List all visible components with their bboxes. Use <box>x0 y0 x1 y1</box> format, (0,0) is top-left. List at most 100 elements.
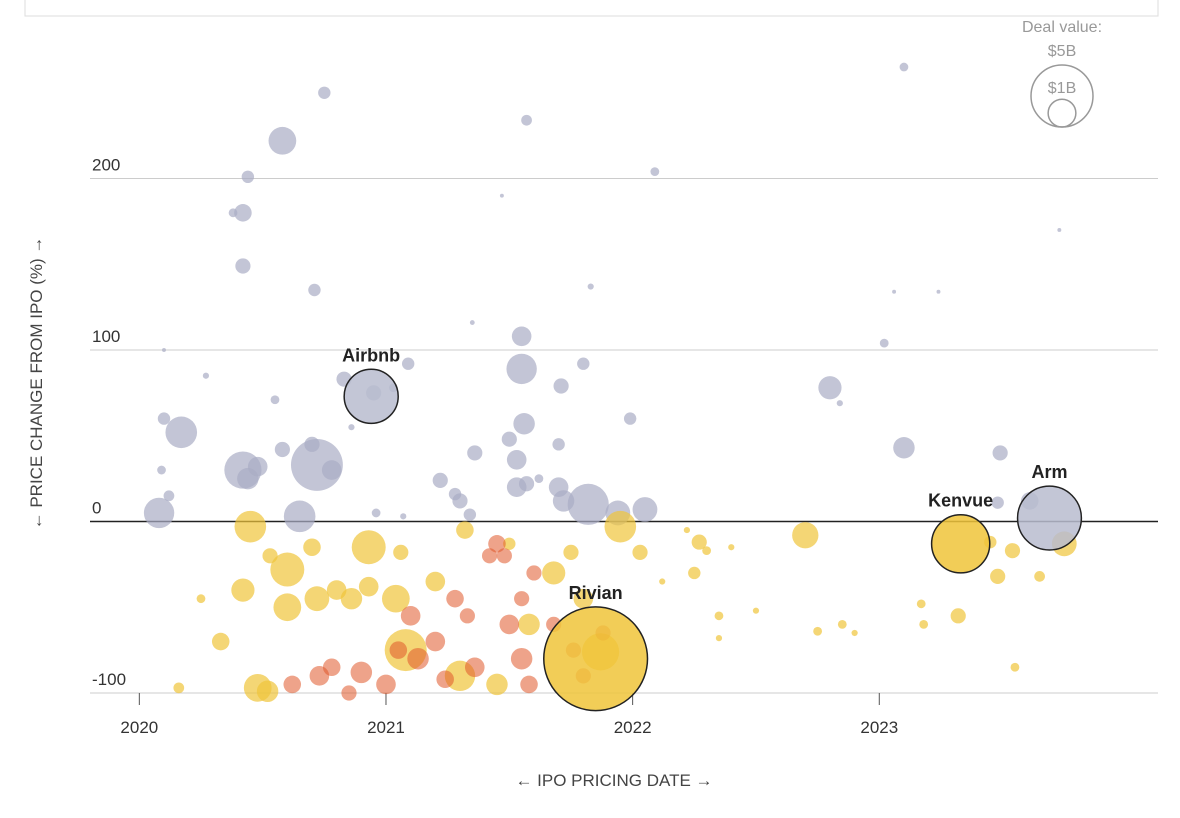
bubble <box>283 675 302 694</box>
bubble <box>393 544 409 560</box>
bubble <box>401 357 415 370</box>
bubble <box>499 193 504 198</box>
bubble <box>211 632 230 651</box>
size-legend-label: $1B <box>1048 80 1076 97</box>
y-tick-label: 100 <box>92 327 120 346</box>
x-tick-label: 2020 <box>120 718 158 737</box>
bubble <box>587 283 594 290</box>
annotation: Rivian <box>569 583 623 603</box>
bubble <box>632 497 658 522</box>
bubble <box>688 566 701 580</box>
bubble <box>518 476 535 492</box>
bubble <box>813 626 823 636</box>
bubble <box>563 544 579 560</box>
bubble <box>303 538 321 556</box>
bubble <box>371 508 381 518</box>
bubble <box>452 493 468 509</box>
bubble <box>526 565 542 581</box>
bubble <box>573 588 594 609</box>
bubble <box>247 456 268 477</box>
y-tick-label: 0 <box>92 499 101 518</box>
bubble <box>389 641 408 659</box>
bubble <box>534 474 544 484</box>
bubble <box>231 578 255 602</box>
bubble <box>792 522 819 549</box>
bubble <box>348 424 355 431</box>
bubble <box>604 510 637 543</box>
bubble <box>632 544 648 560</box>
bubble <box>241 170 255 184</box>
bubble <box>358 576 379 597</box>
x-tick-label: 2021 <box>367 718 405 737</box>
bubble <box>400 513 407 520</box>
bubble <box>463 508 477 521</box>
bubble <box>459 608 475 624</box>
bubble <box>899 62 909 72</box>
bubble <box>1004 543 1021 559</box>
bubble <box>376 674 396 695</box>
bubble <box>425 631 446 652</box>
x-tick-label: 2023 <box>860 718 898 737</box>
bubble <box>916 599 926 609</box>
bubble <box>818 376 842 400</box>
bubble <box>992 445 1008 461</box>
bubble <box>513 413 535 435</box>
highlight-bubble <box>1016 485 1083 551</box>
bubble <box>318 86 331 99</box>
bubble <box>425 571 446 592</box>
bubble <box>304 436 320 452</box>
bubble <box>235 258 251 274</box>
bubble <box>893 437 915 459</box>
bubble <box>683 526 690 534</box>
top-panel-edge <box>24 0 1159 17</box>
bubble <box>919 620 929 629</box>
annotation: Arm <box>1031 462 1067 482</box>
bubble <box>481 548 498 564</box>
bubble <box>496 548 512 564</box>
bubble <box>143 497 175 529</box>
bubble <box>308 283 321 297</box>
bubble <box>165 416 198 449</box>
bubble <box>520 675 538 694</box>
size-legend-circle <box>1047 98 1077 128</box>
bubble <box>400 606 421 626</box>
bubble <box>488 535 506 553</box>
y-tick-label: -100 <box>92 670 126 689</box>
bubble <box>304 586 330 612</box>
size-legend-label: $5B <box>1048 43 1076 60</box>
bubble <box>446 589 464 608</box>
bubble <box>715 635 723 642</box>
bubble <box>467 445 483 461</box>
bubble <box>436 670 454 689</box>
bubble <box>1034 571 1045 582</box>
bubble <box>567 483 609 525</box>
bubble <box>577 357 590 370</box>
bubble <box>714 611 724 621</box>
bubble <box>407 647 429 670</box>
bubble <box>270 552 305 587</box>
bubble <box>321 460 342 480</box>
bubble <box>456 521 474 539</box>
bubble <box>553 378 569 394</box>
bubble <box>432 472 448 488</box>
annotation: Airbnb <box>342 345 400 365</box>
bubble <box>892 289 897 294</box>
bubble <box>506 449 527 470</box>
bubble <box>381 584 410 613</box>
bubble <box>514 591 530 607</box>
bubble <box>341 685 357 701</box>
bubble <box>837 620 847 629</box>
bubble <box>464 657 485 678</box>
bubble <box>623 412 637 425</box>
bubble <box>340 587 363 610</box>
bubble <box>469 320 475 325</box>
y-axis-title: ← PRICE CHANGE FROM IPO (%) → <box>27 237 46 530</box>
bubble <box>728 544 735 551</box>
bubble <box>518 613 540 636</box>
bubble <box>273 593 302 622</box>
bubble <box>659 578 666 585</box>
bubble <box>851 629 858 637</box>
bubble <box>1057 228 1062 232</box>
bubble <box>650 167 660 177</box>
bubble <box>501 431 517 447</box>
